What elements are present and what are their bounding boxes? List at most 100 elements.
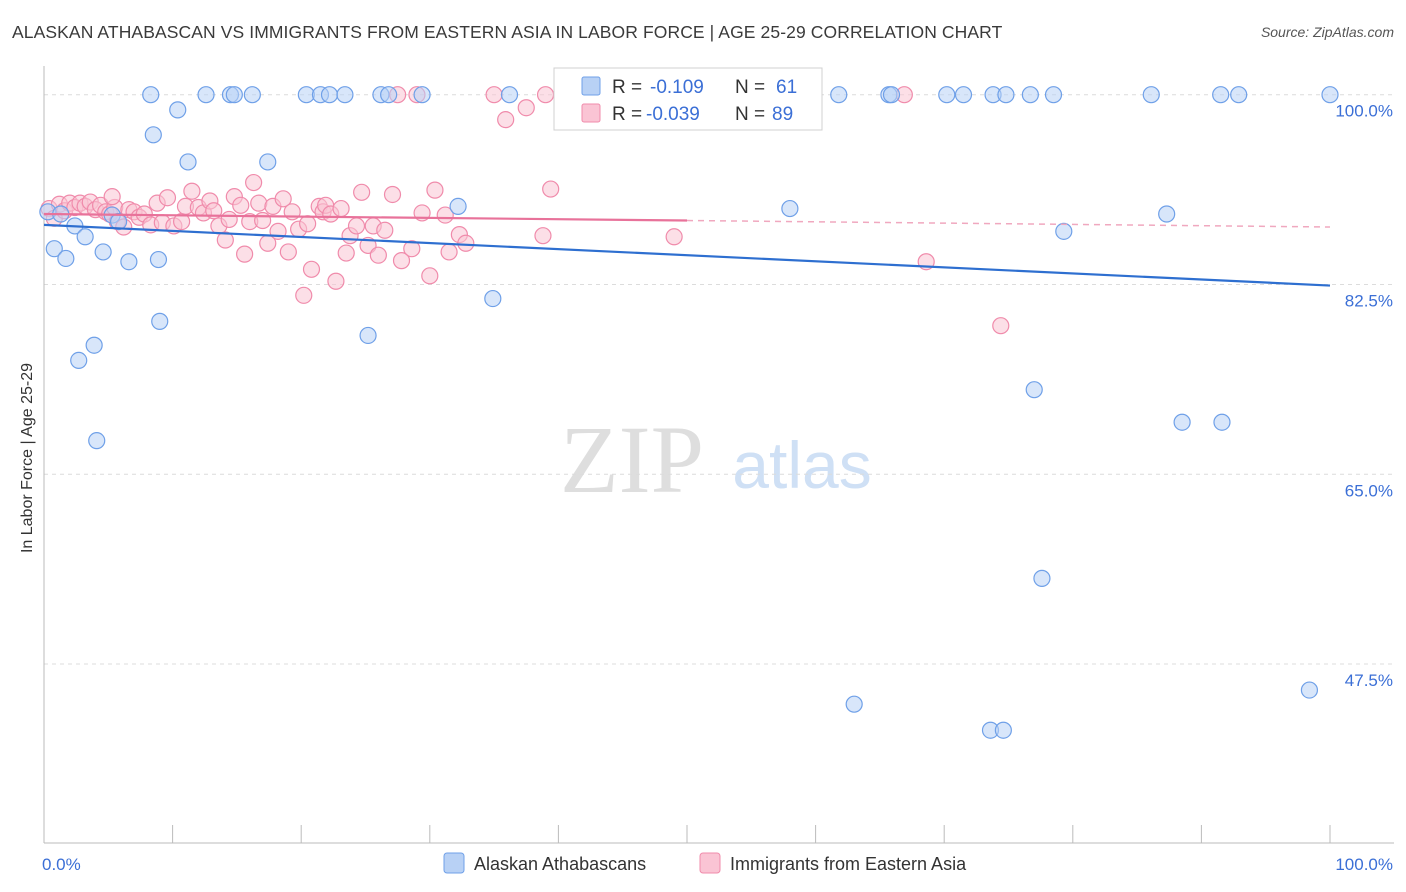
y-tick-label: 100.0% xyxy=(1335,102,1393,121)
point-eastern-asia xyxy=(485,86,503,104)
point-eastern-asia xyxy=(369,246,387,264)
chart-title: ALASKAN ATHABASCAN VS IMMIGRANTS FROM EA… xyxy=(12,22,1003,42)
point-athabascan xyxy=(1158,205,1176,223)
point-eastern-asia xyxy=(376,221,394,239)
point-athabascan xyxy=(1213,413,1231,431)
stats-n-label-athabascan: N = xyxy=(735,77,765,98)
ticks: 47.5% 65.0% 82.5% 100.0% 0.0% 100.0% xyxy=(42,102,1393,874)
point-eastern-asia xyxy=(665,228,683,246)
point-athabascan xyxy=(85,336,103,354)
point-athabascan xyxy=(845,695,863,713)
point-eastern-asia xyxy=(250,194,268,212)
point-athabascan xyxy=(380,86,398,104)
point-athabascan xyxy=(225,86,243,104)
point-athabascan xyxy=(70,351,88,370)
point-athabascan xyxy=(997,86,1015,104)
point-eastern-asia xyxy=(392,252,411,270)
point-eastern-asia xyxy=(332,199,350,218)
point-athabascan xyxy=(94,243,112,261)
point-athabascan xyxy=(1025,381,1043,399)
watermark-atlas: atlas xyxy=(732,428,871,502)
stats-r-label-eastern-asia: R = xyxy=(612,104,642,125)
axes xyxy=(43,66,1394,844)
x-tick-label-min: 0.0% xyxy=(42,855,81,874)
point-eastern-asia xyxy=(295,286,313,304)
point-athabascan xyxy=(938,86,956,104)
trend-line-athabascan xyxy=(43,223,1331,287)
stats-r-value-athabascan: -0.109 xyxy=(650,77,704,98)
point-athabascan xyxy=(1300,681,1319,699)
point-eastern-asia xyxy=(353,183,371,201)
legend-label-athabascan: Alaskan Athabascans xyxy=(474,854,646,874)
source-credit: Source: ZipAtlas.com xyxy=(1260,24,1394,40)
point-eastern-asia xyxy=(542,180,560,198)
point-athabascan xyxy=(830,86,848,104)
point-athabascan xyxy=(243,86,261,104)
point-athabascan xyxy=(1212,86,1230,104)
stats-box: R = -0.109 N = 61 R = -0.039 N = 89 xyxy=(553,67,823,131)
point-athabascan xyxy=(359,326,377,345)
point-athabascan xyxy=(1142,86,1160,104)
stats-n-value-eastern-asia: 89 xyxy=(772,104,793,125)
point-eastern-asia xyxy=(232,196,250,214)
point-eastern-asia xyxy=(403,240,421,258)
point-eastern-asia xyxy=(440,243,458,261)
point-eastern-asia xyxy=(299,215,317,233)
legend-swatch-eastern-asia xyxy=(699,852,721,874)
point-athabascan xyxy=(151,312,169,330)
point-eastern-asia xyxy=(236,245,254,263)
stats-n-value-athabascan: 61 xyxy=(776,77,797,98)
point-athabascan xyxy=(781,199,799,218)
point-eastern-asia xyxy=(183,182,201,200)
point-athabascan xyxy=(259,153,277,171)
stats-n-label-eastern-asia: N = xyxy=(735,104,765,125)
legend: Alaskan Athabascans Immigrants from East… xyxy=(443,852,967,874)
point-athabascan xyxy=(320,86,339,104)
stats-swatch-eastern-asia xyxy=(581,103,601,123)
point-eastern-asia xyxy=(158,189,177,207)
watermark-zip: ZIP xyxy=(560,406,704,513)
point-athabascan xyxy=(149,250,168,269)
point-eastern-asia xyxy=(426,181,444,199)
legend-swatch-athabascan xyxy=(443,852,465,874)
point-eastern-asia xyxy=(457,234,475,252)
point-eastern-asia xyxy=(327,272,345,290)
point-athabascan xyxy=(76,228,94,246)
point-athabascan xyxy=(1033,569,1051,587)
point-athabascan xyxy=(954,86,973,104)
point-athabascan xyxy=(413,86,431,104)
point-athabascan xyxy=(994,721,1012,739)
trend-line-eastern-asia xyxy=(43,212,688,222)
stats-r-label-athabascan: R = xyxy=(612,77,642,98)
point-eastern-asia xyxy=(536,86,555,104)
point-athabascan xyxy=(1021,86,1039,104)
point-athabascan xyxy=(179,153,197,171)
point-eastern-asia xyxy=(534,227,552,245)
y-tick-label: 47.5% xyxy=(1345,671,1393,690)
point-athabascan xyxy=(142,86,160,104)
point-eastern-asia xyxy=(421,267,439,285)
trend-line-eastern-asia-dashed xyxy=(686,219,1331,228)
point-athabascan xyxy=(336,86,354,104)
point-athabascan xyxy=(882,86,901,104)
stats-swatch-athabascan xyxy=(581,76,601,96)
point-athabascan xyxy=(197,86,215,104)
legend-label-eastern-asia: Immigrants from Eastern Asia xyxy=(730,854,967,874)
point-athabascan xyxy=(169,101,187,119)
point-athabascan xyxy=(109,212,128,231)
y-tick-label: 82.5% xyxy=(1345,291,1393,310)
point-eastern-asia xyxy=(497,111,515,129)
point-eastern-asia xyxy=(992,317,1010,335)
point-athabascan xyxy=(500,86,519,104)
point-athabascan xyxy=(45,240,63,258)
point-athabascan xyxy=(144,126,162,144)
point-athabascan xyxy=(449,197,467,216)
point-eastern-asia xyxy=(337,244,355,262)
stats-r-value-eastern-asia: -0.039 xyxy=(646,104,700,125)
trend-lines xyxy=(43,212,1331,287)
point-athabascan xyxy=(484,289,502,308)
points xyxy=(39,86,1339,739)
point-athabascan xyxy=(1055,222,1073,240)
point-eastern-asia xyxy=(103,188,121,206)
point-eastern-asia xyxy=(517,99,535,117)
